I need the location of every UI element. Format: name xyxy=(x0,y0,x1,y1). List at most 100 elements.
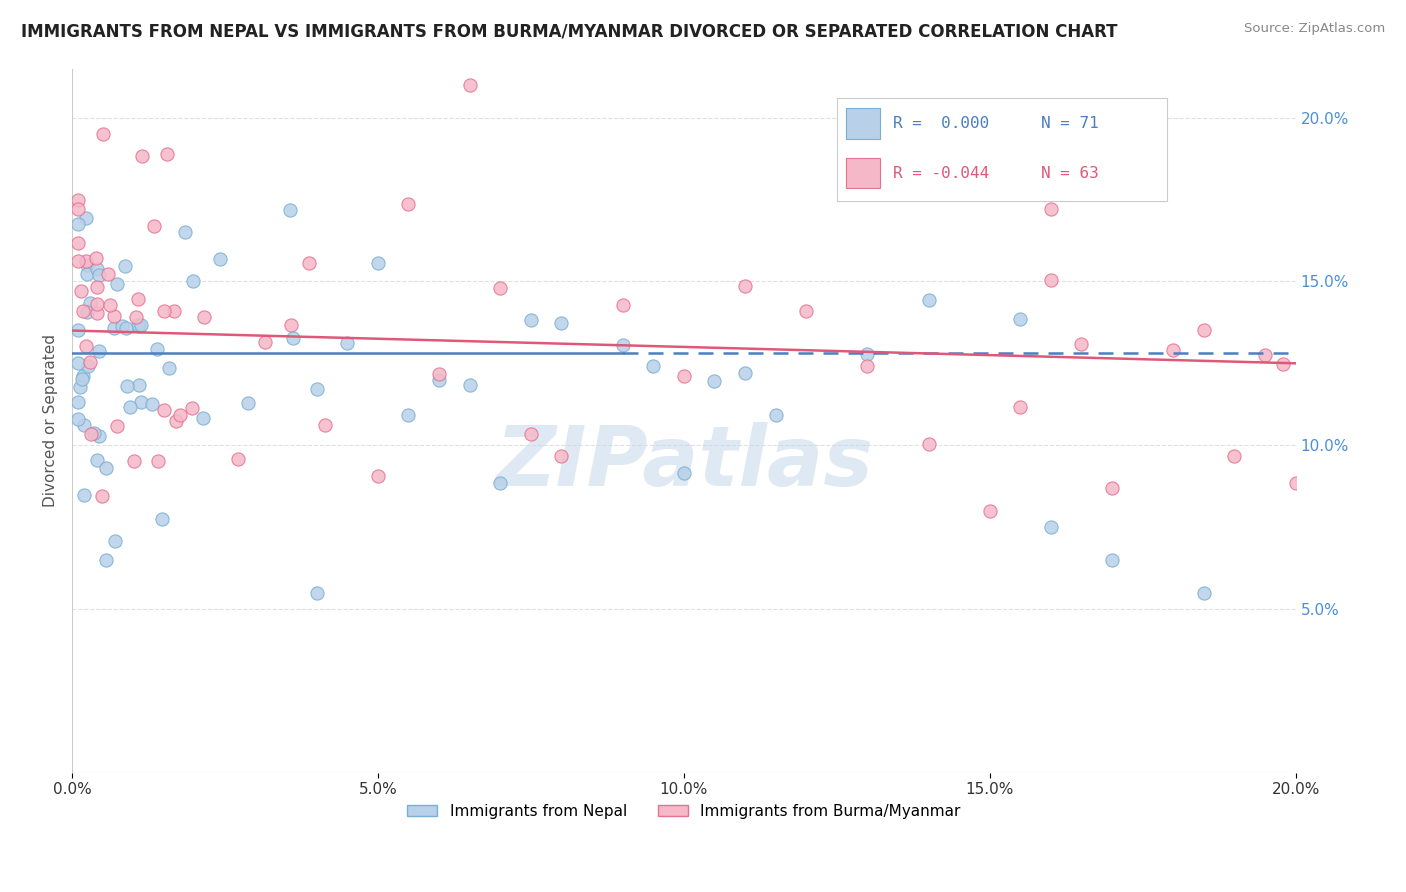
Point xyxy=(75,211,97,226)
Point xyxy=(128,378,150,392)
Point xyxy=(67,411,90,425)
Point xyxy=(1070,336,1092,351)
Point xyxy=(122,454,145,468)
Point xyxy=(427,367,450,381)
Point xyxy=(281,331,304,345)
Point xyxy=(96,553,118,567)
Text: Source: ZipAtlas.com: Source: ZipAtlas.com xyxy=(1244,22,1385,36)
Point xyxy=(253,334,276,349)
Point xyxy=(104,533,127,548)
Point xyxy=(86,306,108,320)
Point xyxy=(131,149,153,163)
Point xyxy=(765,408,787,422)
Point xyxy=(152,512,174,526)
Point xyxy=(1223,449,1246,463)
Point xyxy=(1039,273,1062,287)
Text: N = 71: N = 71 xyxy=(1042,116,1099,131)
Point xyxy=(226,452,249,467)
Point xyxy=(86,262,108,277)
Point xyxy=(917,437,939,451)
Point xyxy=(489,475,512,490)
Point xyxy=(67,217,90,231)
Point xyxy=(67,394,90,409)
Point xyxy=(794,304,817,318)
Text: N = 63: N = 63 xyxy=(1042,166,1099,180)
Point xyxy=(79,355,101,369)
Point xyxy=(89,268,111,282)
Point xyxy=(157,360,180,375)
Point xyxy=(336,336,359,351)
Point xyxy=(148,454,170,468)
Point xyxy=(156,147,179,161)
Point xyxy=(125,310,148,324)
Point xyxy=(367,256,389,270)
Point xyxy=(77,359,100,373)
Point xyxy=(73,418,96,433)
Point xyxy=(672,467,695,481)
Point xyxy=(520,427,543,442)
Point xyxy=(672,369,695,384)
Point xyxy=(128,319,150,334)
Point xyxy=(305,382,328,396)
Point xyxy=(917,293,939,308)
Point xyxy=(1161,343,1184,358)
Point xyxy=(131,394,153,409)
Point xyxy=(1039,202,1062,217)
Point xyxy=(1101,481,1123,495)
Point xyxy=(280,318,302,333)
Point xyxy=(67,202,90,217)
Point xyxy=(314,417,336,432)
Point xyxy=(67,356,90,370)
Point xyxy=(1192,323,1215,337)
Bar xyxy=(846,158,880,188)
Point xyxy=(76,305,98,319)
Point xyxy=(305,586,328,600)
Point xyxy=(129,318,152,332)
Point xyxy=(979,504,1001,518)
Point xyxy=(143,219,166,233)
Point xyxy=(87,429,110,443)
Point xyxy=(1101,553,1123,567)
Point xyxy=(1254,347,1277,361)
Point xyxy=(96,267,118,281)
Point xyxy=(856,359,879,373)
Point xyxy=(67,323,90,337)
Point xyxy=(612,298,634,312)
Point xyxy=(73,488,96,502)
Text: ZIPatlas: ZIPatlas xyxy=(495,423,873,503)
Point xyxy=(105,277,128,291)
Point xyxy=(979,155,1001,169)
Point xyxy=(86,280,108,294)
Point xyxy=(127,292,149,306)
Point xyxy=(734,278,756,293)
Point xyxy=(141,396,163,410)
Point xyxy=(91,127,114,141)
Point xyxy=(70,372,93,386)
Point xyxy=(398,408,420,422)
Point xyxy=(427,373,450,387)
Point xyxy=(111,318,134,333)
Point xyxy=(550,449,572,463)
Point xyxy=(75,339,97,353)
Point xyxy=(153,403,176,417)
Point xyxy=(1010,312,1032,326)
Point xyxy=(550,316,572,330)
Point xyxy=(87,343,110,358)
Point xyxy=(278,203,301,218)
Point xyxy=(67,253,90,268)
Point xyxy=(67,193,90,207)
Point xyxy=(489,281,512,295)
Point xyxy=(169,408,191,422)
Point xyxy=(1192,585,1215,599)
Point xyxy=(165,414,187,428)
Point xyxy=(75,254,97,268)
Legend: Immigrants from Nepal, Immigrants from Burma/Myanmar: Immigrants from Nepal, Immigrants from B… xyxy=(401,797,967,825)
Point xyxy=(86,453,108,467)
Text: R = -0.044: R = -0.044 xyxy=(893,166,988,180)
Point xyxy=(398,197,420,211)
Point xyxy=(174,225,197,239)
Point xyxy=(153,304,176,318)
Point xyxy=(83,426,105,441)
Point xyxy=(208,252,231,266)
Point xyxy=(612,338,634,352)
